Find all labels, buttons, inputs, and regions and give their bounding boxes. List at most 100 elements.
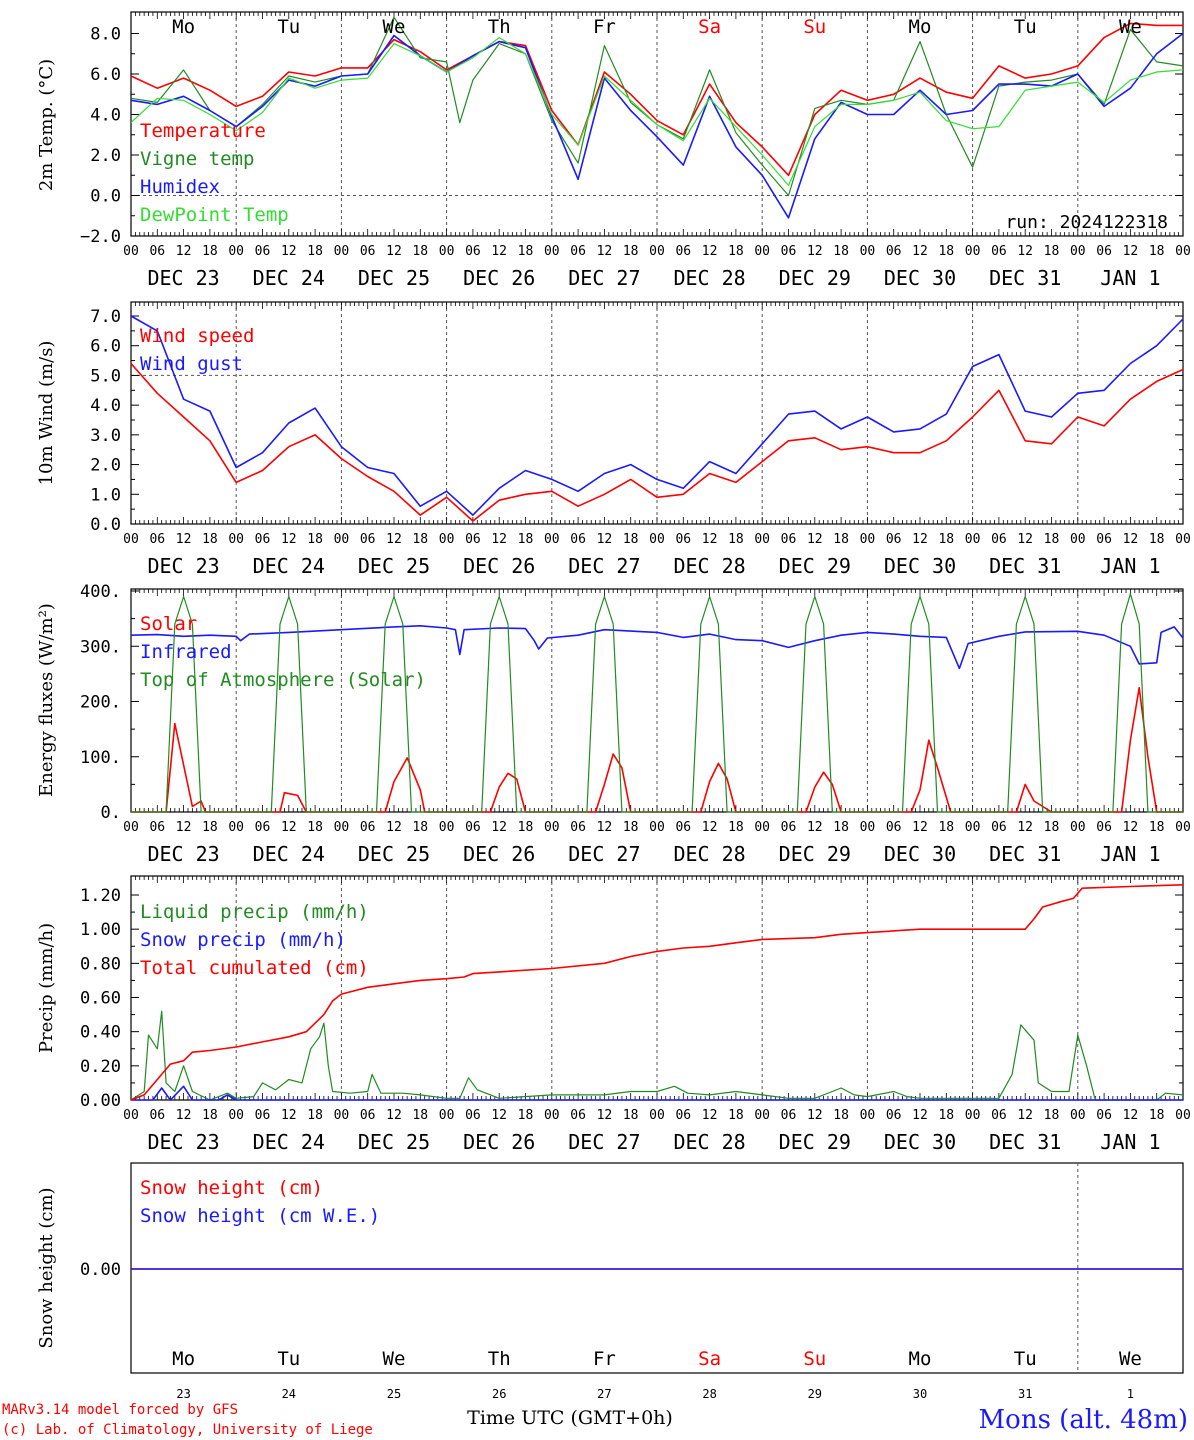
x-hour-label: 06 bbox=[149, 1108, 165, 1123]
x-hour-label: 00 bbox=[439, 244, 455, 259]
x-hour-label: 18 bbox=[728, 244, 744, 259]
x-hour-label: 06 bbox=[465, 1108, 481, 1123]
x-hour-label: 18 bbox=[518, 532, 534, 547]
x-hour-label: 06 bbox=[255, 244, 271, 259]
x-hour-label: 18 bbox=[202, 244, 218, 259]
x-hour-label: 18 bbox=[518, 820, 534, 835]
x-hour-label: 00 bbox=[544, 244, 560, 259]
x-hour-label: 00 bbox=[860, 532, 876, 547]
x-hour-label: 06 bbox=[465, 532, 481, 547]
x-hour-label: 12 bbox=[176, 820, 192, 835]
x-hour-label: 00 bbox=[649, 532, 665, 547]
x-hour-label: 06 bbox=[991, 820, 1007, 835]
x-date-label: DEC 27 bbox=[568, 842, 640, 866]
panel-5: 0.00 Snow height (cm) Snow height (cm) Snow… bbox=[36, 1162, 1184, 1374]
x-date-label: DEC 29 bbox=[779, 842, 851, 866]
y-tick-label: 0.80 bbox=[80, 954, 121, 974]
x-hour-label: 06 bbox=[886, 1108, 902, 1123]
x-hour-label: 00 bbox=[228, 820, 244, 835]
x-hour-label: 12 bbox=[386, 1108, 402, 1123]
x-hour-label: 18 bbox=[623, 820, 639, 835]
x-hour-label: 06 bbox=[781, 244, 797, 259]
y-tick-label: 4.0 bbox=[90, 106, 121, 126]
x-hour-label: 12 bbox=[597, 1108, 613, 1123]
station-label: Mons (alt. 48m) bbox=[979, 1405, 1188, 1435]
x-hour-label: 12 bbox=[1123, 820, 1139, 835]
x-hour-label: 18 bbox=[518, 1108, 534, 1123]
day-name-bottom: Fr bbox=[593, 1348, 616, 1370]
x-hour-label: 06 bbox=[360, 1108, 376, 1123]
x-hour-label: 12 bbox=[1017, 244, 1033, 259]
x-date-label: DEC 27 bbox=[568, 1130, 640, 1154]
x-hour-label: 18 bbox=[307, 532, 323, 547]
x-date-label: DEC 27 bbox=[568, 554, 640, 578]
panel-4: 0.00 0.20 0.40 0.60 0.80 1.00 1.20 Precip (mm/h… bbox=[36, 875, 1191, 1154]
x-hour-label: 12 bbox=[597, 532, 613, 547]
x-hour-label: 18 bbox=[938, 820, 954, 835]
x-hour-label: 18 bbox=[1044, 244, 1060, 259]
day-name-top: Th bbox=[488, 16, 511, 38]
x-hour-label: 18 bbox=[833, 532, 849, 547]
x-hour-label: 06 bbox=[465, 244, 481, 259]
x-hour-label: 06 bbox=[149, 532, 165, 547]
x-hour-label: 06 bbox=[149, 820, 165, 835]
x-hour-label: 18 bbox=[307, 244, 323, 259]
x-date-label: DEC 30 bbox=[884, 266, 956, 290]
x-hour-label: 00 bbox=[860, 1108, 876, 1123]
series-line bbox=[130, 884, 1184, 1101]
y-tick-label: 2.0 bbox=[90, 456, 121, 476]
x-hour-label: 12 bbox=[176, 244, 192, 259]
x-hour-label: 18 bbox=[623, 1108, 639, 1123]
x-hour-label: 18 bbox=[728, 1108, 744, 1123]
day-name-top: We bbox=[1119, 16, 1142, 38]
y-tick-label: 5.0 bbox=[90, 366, 121, 386]
x-hour-label: 12 bbox=[1123, 532, 1139, 547]
x-date-label: DEC 29 bbox=[779, 554, 851, 578]
day-name-top: Sa bbox=[698, 16, 721, 38]
x-hour-label: 06 bbox=[1096, 532, 1112, 547]
y-tick-label: 0.40 bbox=[80, 1023, 121, 1043]
x-hour-label: 06 bbox=[675, 1108, 691, 1123]
x-date-label: JAN 1 bbox=[1100, 842, 1160, 866]
x-hour-label: 00 bbox=[965, 820, 981, 835]
day-name-top: We bbox=[383, 16, 406, 38]
x-hour-label: 00 bbox=[228, 1108, 244, 1123]
legend-entry: DewPoint Temp bbox=[140, 204, 289, 226]
x-date-label: DEC 24 bbox=[253, 842, 325, 866]
legend-entry: Vigne temp bbox=[140, 148, 254, 170]
x-hour-label: 00 bbox=[439, 532, 455, 547]
x-hour-label: 12 bbox=[597, 244, 613, 259]
x-hour-label: 00 bbox=[1175, 532, 1191, 547]
x-hour-label: 00 bbox=[754, 1108, 770, 1123]
x-hour-label: 18 bbox=[833, 820, 849, 835]
x-hour-label: 06 bbox=[886, 820, 902, 835]
run-label: run: 2024122318 bbox=[1005, 212, 1168, 233]
x-hour-label: 18 bbox=[938, 244, 954, 259]
x-hour-label: 00 bbox=[1175, 244, 1191, 259]
series-line bbox=[130, 32, 1184, 219]
x-hour-label: 06 bbox=[149, 244, 165, 259]
x-hour-label: 00 bbox=[1070, 244, 1086, 259]
x-hour-label: 00 bbox=[123, 244, 139, 259]
x-date-label: DEC 29 bbox=[779, 266, 851, 290]
day-number: 25 bbox=[387, 1387, 401, 1401]
plot-frame bbox=[130, 588, 1184, 813]
day-number: 30 bbox=[913, 1387, 927, 1401]
series-line bbox=[130, 362, 1184, 522]
x-hour-label: 00 bbox=[1175, 820, 1191, 835]
x-date-label: DEC 25 bbox=[358, 266, 430, 290]
x-hour-label: 00 bbox=[1070, 1108, 1086, 1123]
x-hour-label: 00 bbox=[544, 820, 560, 835]
x-date-label: DEC 30 bbox=[884, 554, 956, 578]
series-line bbox=[131, 593, 1183, 813]
x-hour-label: 00 bbox=[334, 820, 350, 835]
day-name-bottom: Th bbox=[488, 1348, 511, 1370]
x-hour-label: 00 bbox=[965, 532, 981, 547]
x-hour-label: 00 bbox=[228, 532, 244, 547]
x-hour-label: 12 bbox=[1123, 1108, 1139, 1123]
x-hour-label: 12 bbox=[702, 532, 718, 547]
x-date-label: DEC 28 bbox=[673, 554, 745, 578]
day-number: 27 bbox=[597, 1387, 611, 1401]
x-hour-label: 18 bbox=[623, 532, 639, 547]
